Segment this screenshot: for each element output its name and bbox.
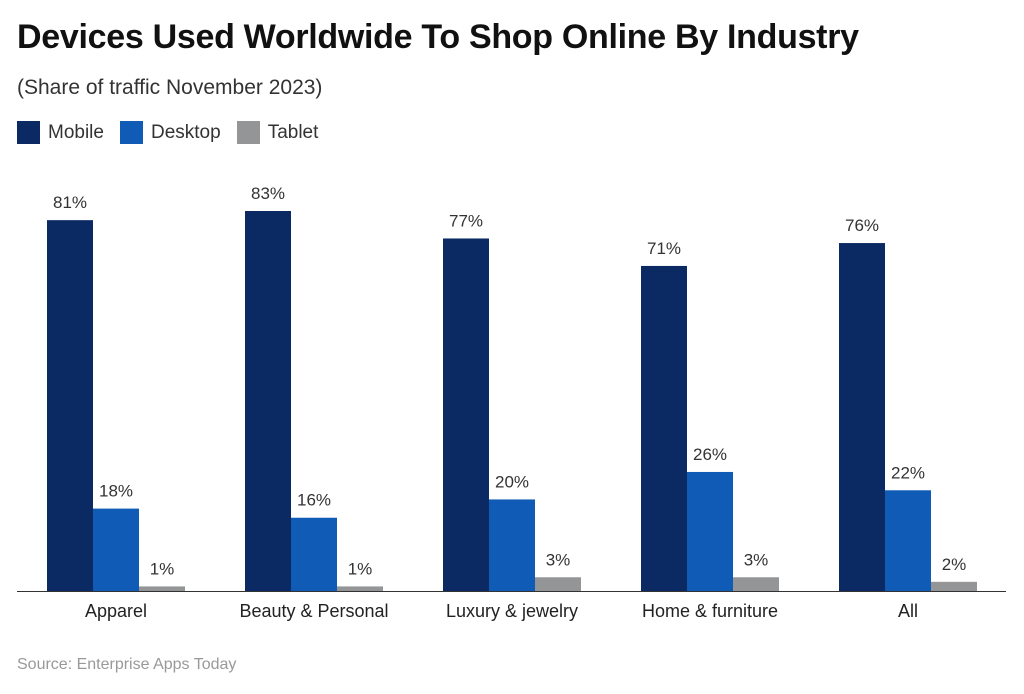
- legend-item-tablet: Tablet: [236, 121, 319, 144]
- source-note: Source: Enterprise Apps Today: [17, 656, 237, 673]
- bar-mobile: [443, 238, 489, 591]
- data-label: 76%: [845, 216, 879, 235]
- data-label: 83%: [251, 184, 285, 203]
- bar-desktop: [489, 499, 535, 591]
- x-tick-label: Home & furniture: [642, 601, 778, 621]
- data-label: 81%: [53, 193, 87, 212]
- data-label: 3%: [546, 550, 571, 569]
- data-label: 26%: [693, 445, 727, 464]
- data-label: 22%: [891, 463, 925, 482]
- x-tick-label: Beauty & Personal: [239, 601, 388, 621]
- legend-swatch-mobile: [17, 121, 40, 144]
- bar-tablet: [337, 586, 383, 591]
- data-label: 2%: [942, 555, 967, 574]
- legend-swatch-desktop: [119, 121, 143, 144]
- bar-desktop: [291, 517, 337, 591]
- bar-tablet: [733, 577, 779, 591]
- bar-desktop: [885, 490, 931, 591]
- x-tick-label: Luxury & jewelry: [446, 601, 578, 621]
- legend-label: Desktop: [150, 121, 221, 143]
- legend-label: Tablet: [267, 121, 319, 143]
- x-tick-label: Apparel: [85, 601, 147, 621]
- legend-item-mobile: Mobile: [17, 121, 104, 144]
- bar-mobile: [47, 220, 93, 592]
- data-label: 71%: [647, 239, 681, 258]
- chart-title: Devices Used Worldwide To Shop Online By…: [17, 18, 859, 56]
- bar-desktop: [687, 471, 733, 591]
- data-label: 18%: [99, 482, 133, 501]
- bar-tablet: [931, 581, 977, 591]
- legend-label: Mobile: [48, 121, 104, 143]
- data-label: 3%: [744, 550, 769, 569]
- bar-desktop: [93, 508, 139, 591]
- data-label: 20%: [495, 472, 529, 491]
- bar-mobile: [641, 265, 687, 591]
- data-label: 16%: [297, 491, 331, 510]
- data-label: 77%: [449, 211, 483, 230]
- data-label: 1%: [348, 559, 373, 578]
- bar-tablet: [139, 586, 185, 591]
- bar-mobile: [839, 243, 885, 591]
- data-label: 1%: [150, 559, 175, 578]
- x-tick-label: All: [898, 601, 918, 621]
- chart-subtitle: (Share of traffic November 2023): [17, 76, 323, 99]
- legend-item-desktop: Desktop: [119, 121, 221, 144]
- bar-tablet: [535, 577, 581, 591]
- legend-swatch-tablet: [236, 121, 260, 144]
- legend: Mobile Desktop Tablet: [17, 121, 318, 144]
- bar-mobile: [245, 211, 291, 591]
